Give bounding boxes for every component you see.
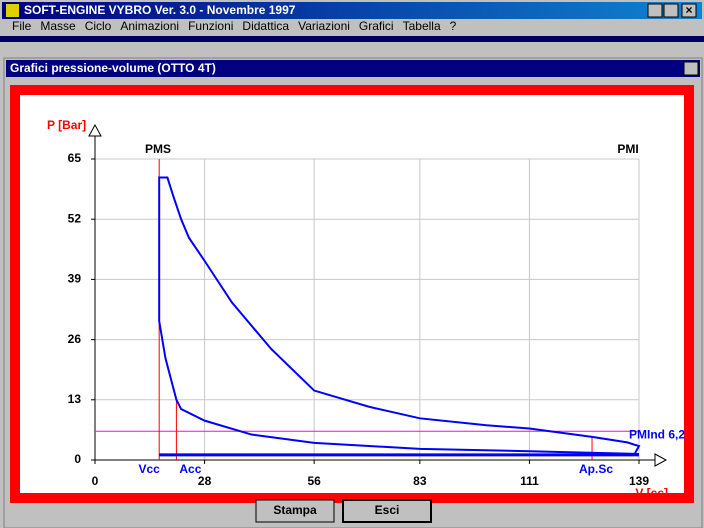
y-arrow [88,123,102,137]
dialog-close[interactable] [683,61,699,76]
app-icon [6,4,19,17]
menu-item[interactable]: Tabella [403,19,441,33]
menu-item[interactable]: Masse [40,19,76,33]
chart-frame [10,85,694,503]
button[interactable] [255,499,335,523]
y-tick-label: 0 [74,452,81,466]
x-tick-label: 0 [92,474,99,488]
chart: 0 13 26 39 52 65 0 28 56 83 111 139 P [Bar] V [cc] PMS… [47,118,685,500]
top-label: PMS [145,142,171,156]
x-tick-label: 139 [629,474,649,488]
button-label: Stampa [273,503,317,517]
y-tick-label: 65 [68,151,82,165]
x-tick-label: 28 [198,474,212,488]
marker-label: Ap.Sc [579,462,613,476]
menu-bar: File Masse Ciclo Animazioni Funzioni Didattic… [12,19,457,33]
button-label: Esci [375,503,400,517]
menu-item[interactable]: Ciclo [85,19,112,33]
close-glyph: × [685,3,692,17]
hidden-row [0,36,704,42]
menu-item[interactable]: ? [450,19,457,33]
top-label: PMI [617,142,638,156]
menu-item[interactable]: Funzioni [188,19,233,33]
series-line [158,176,641,455]
x-axis-label: V [cc] [635,486,668,500]
window-title: SOFT-ENGINE VYBRO Ver. 3.0 - Novembre 19… [24,3,296,17]
x-tick-label: 56 [307,474,321,488]
y-tick-label: 52 [68,211,82,225]
dialog-title-bar [6,60,700,77]
title-bar [2,2,702,19]
y-tick-label: 39 [68,272,82,286]
maximize[interactable] [663,3,679,18]
close[interactable] [681,3,697,18]
x-tick-label: 111 [520,474,539,488]
y-tick-label: 13 [68,392,82,406]
marker-label: Acc [179,462,201,476]
y-tick-label: 26 [68,332,82,346]
menu-item[interactable]: File [12,19,32,33]
pmind-label: PMInd 6,2 [629,427,685,441]
x-tick-label: 83 [413,474,427,488]
window-buttons: × [647,3,697,18]
menu-item[interactable]: Animazioni [120,19,179,33]
menu-item[interactable]: Grafici [359,19,394,33]
buttons: Stampa Esci [255,499,432,523]
menu-item[interactable]: Didattica [242,19,289,33]
menu-item[interactable]: Variazioni [298,19,350,33]
y-axis-label: P [Bar] [47,118,86,132]
x-arrow [654,453,668,467]
minimize[interactable] [647,3,663,18]
button[interactable] [342,499,432,523]
marker-label: Vcc [139,462,161,476]
dialog-title: Grafici pressione-volume (OTTO 4T) [10,61,216,75]
